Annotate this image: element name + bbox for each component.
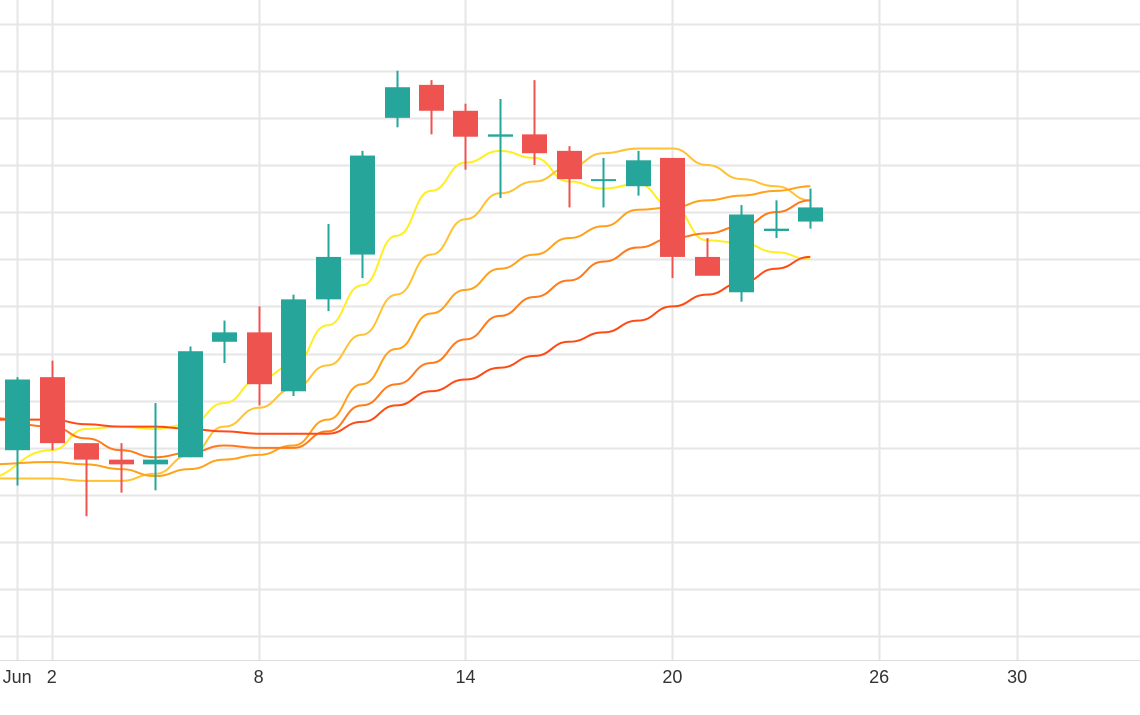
- candle-body: [109, 459, 134, 465]
- x-tick-label: 8: [254, 667, 264, 687]
- candle: [143, 403, 168, 491]
- candle-body: [626, 160, 651, 187]
- x-axis-ticks: Jun 2 8 14 20 26 30: [3, 667, 1028, 687]
- candle: [40, 360, 65, 451]
- x-tick-label: 14: [455, 667, 475, 687]
- candle-body: [143, 459, 168, 465]
- candle: [74, 443, 99, 517]
- moving-average-line: [0, 149, 811, 477]
- candle: [557, 146, 582, 208]
- candle: [212, 320, 237, 363]
- candle-body: [212, 332, 237, 342]
- candle: [316, 223, 341, 312]
- candle-body: [729, 214, 754, 293]
- candle-layer: [5, 70, 823, 517]
- candle: [729, 205, 754, 302]
- candle-body: [281, 299, 306, 392]
- candle-body: [40, 377, 65, 444]
- candle: [385, 70, 410, 128]
- candle-body: [350, 155, 375, 255]
- x-tick-label: 2: [47, 667, 57, 687]
- candle-body: [764, 228, 789, 231]
- x-tick-label: 26: [869, 667, 889, 687]
- candle: [109, 443, 134, 493]
- candle: [660, 157, 685, 279]
- candle: [453, 103, 478, 170]
- x-tick-label: 30: [1007, 667, 1027, 687]
- candle-body: [247, 332, 272, 385]
- candle: [488, 99, 513, 198]
- candle-body: [5, 379, 30, 451]
- candle-body: [488, 134, 513, 137]
- candle-body: [798, 207, 823, 222]
- candle: [626, 150, 651, 196]
- moving-average-layer: [0, 147, 811, 482]
- moving-average-line: [0, 199, 811, 459]
- candle-body: [453, 110, 478, 137]
- candle: [798, 188, 823, 229]
- candle: [5, 377, 30, 486]
- x-tick-label: 20: [662, 667, 682, 687]
- candle: [178, 346, 203, 458]
- candle: [695, 238, 720, 276]
- candle: [764, 200, 789, 239]
- candle-body: [178, 351, 203, 458]
- candle-body: [660, 157, 685, 257]
- candle-body: [695, 256, 720, 276]
- candle-body: [385, 87, 410, 118]
- candle-body: [557, 150, 582, 180]
- candle: [281, 294, 306, 396]
- grid-layer: [0, 0, 1140, 661]
- candle-body: [419, 84, 444, 111]
- candle-body: [316, 256, 341, 300]
- candle: [591, 157, 616, 208]
- moving-average-line: [0, 147, 811, 482]
- candle: [350, 150, 375, 279]
- candle-body: [522, 134, 547, 154]
- x-tick-label: Jun: [3, 667, 32, 687]
- candle: [419, 80, 444, 135]
- candle-body: [74, 443, 99, 460]
- candle-body: [591, 179, 616, 182]
- candle: [522, 80, 547, 165]
- moving-average-line: [0, 255, 811, 435]
- candle: [247, 306, 272, 406]
